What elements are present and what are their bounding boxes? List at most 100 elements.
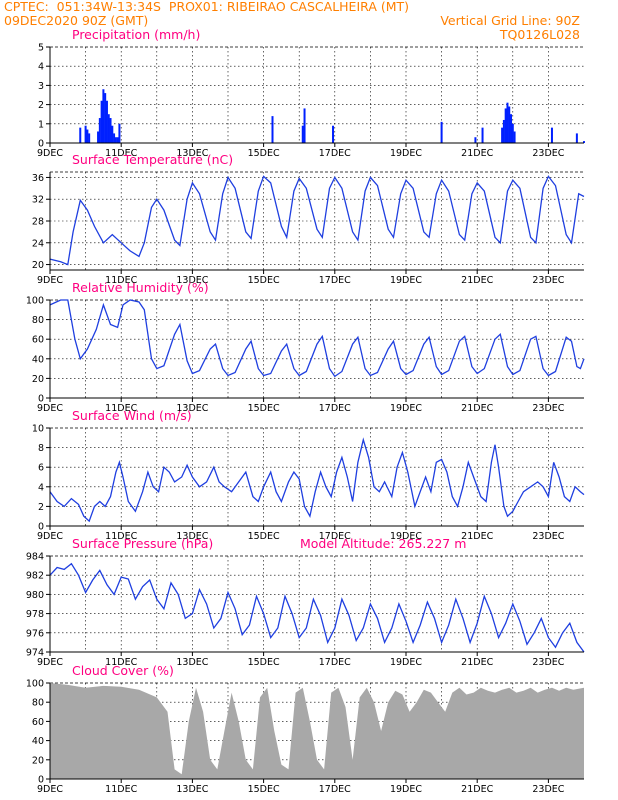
x-tick-label: 9DEC [37,403,63,414]
precip-bar [100,100,103,143]
x-tick-label: 13DEC [176,657,208,668]
precip-bar [97,131,100,143]
precip-bar [111,125,114,143]
precip-bar [118,123,121,143]
series-line [49,175,585,266]
series-line [49,437,585,523]
x-tick-label: 13DEC [176,148,208,159]
x-tick-label: 23DEC [532,784,564,795]
cloud-area [50,683,584,779]
precip-bar [511,123,514,143]
x-tick-label: 17DEC [319,275,351,286]
y-tick-label: 8 [38,443,44,454]
y-tick-label: 6 [38,463,44,474]
y-tick-label: 0 [38,139,44,150]
precip-bar [107,114,110,143]
y-tick-label: 32 [32,195,44,206]
x-tick-label: 21DEC [461,784,493,795]
y-tick-label: 982 [26,571,44,582]
panel-4: 974 976 978 980 982 984 9DEC 11DEC 13DEC 15DEC 17D… [26,536,585,668]
y-tick-label: 4 [38,482,44,493]
panel-1: 20 24 28 32 36 9DEC 11DEC 13DEC 15DEC 17DEC 19DEC 2… [32,152,585,286]
model-altitude-label: Model Altitude: 265.227 m [300,536,466,551]
y-tick-label: 3 [38,81,44,92]
x-tick-label: 23DEC [532,403,564,414]
precip-bar [440,121,443,143]
x-tick-label: 19DEC [390,403,422,414]
y-tick-label: 0 [38,394,44,405]
precip-bar [86,129,89,143]
y-tick-label: 4 [38,62,44,73]
model-id: TQ0126L028 [499,27,580,42]
x-tick-label: 19DEC [390,657,422,668]
x-tick-label: 11DEC [105,657,137,668]
x-tick-label: 17DEC [319,784,351,795]
precip-bar [88,133,91,143]
x-tick-label: 17DEC [319,657,351,668]
panel-title: Precipitation (mm/h) [72,27,200,42]
y-tick-label: 60 [32,335,44,346]
x-tick-label: 15DEC [248,784,280,795]
precip-bar [79,127,82,143]
precip-bar [98,118,101,143]
precip-bar [271,116,274,143]
precip-bar [575,133,578,143]
y-tick-label: 20 [32,260,44,271]
y-tick-label: 980 [26,590,44,601]
x-tick-label: 19DEC [390,148,422,159]
series-line [49,562,585,653]
precip-bar [301,125,304,143]
x-tick-label: 11DEC [105,275,137,286]
y-tick-label: 20 [32,755,44,766]
x-tick-label: 23DEC [532,148,564,159]
y-tick-label: 0 [38,522,44,533]
x-tick-label: 15DEC [248,148,280,159]
panel-5: 0 20 40 60 80 100 9DEC 11DEC 13DEC 15DEC 17DEC 19DE… [26,663,584,795]
x-tick-label: 11DEC [105,784,137,795]
x-tick-label: 17DEC [319,531,351,542]
y-tick-label: 28 [32,217,44,228]
precip-bar [550,127,553,143]
y-tick-label: 40 [32,736,44,747]
x-tick-label: 21DEC [461,531,493,542]
y-tick-label: 60 [32,717,44,728]
panel-title: Relative Humidity (%) [72,280,209,295]
precip-bar [481,127,484,143]
precip-bar [104,93,107,143]
y-tick-label: 2 [38,100,44,111]
y-tick-label: 1 [38,119,44,130]
x-tick-label: 17DEC [319,148,351,159]
y-tick-label: 974 [26,648,44,659]
x-tick-label: 17DEC [319,403,351,414]
y-tick-label: 976 [26,628,44,639]
precip-bar [502,119,505,143]
x-tick-label: 11DEC [105,403,137,414]
x-tick-label: 21DEC [461,403,493,414]
x-tick-label: 19DEC [390,275,422,286]
panel-title: Cloud Cover (%) [72,663,174,678]
x-tick-label: 23DEC [532,657,564,668]
x-tick-label: 15DEC [248,531,280,542]
panel-title: Surface Wind (m/s) [72,408,192,423]
vertical-grid-note: Vertical Grid Line: 90Z [440,13,580,28]
x-tick-label: 11DEC [105,148,137,159]
x-tick-label: 11DEC [105,531,137,542]
y-tick-label: 0 [38,775,44,786]
x-tick-label: 19DEC [390,531,422,542]
x-tick-label: 9DEC [37,531,63,542]
x-tick-label: 13DEC [176,275,208,286]
y-tick-label: 36 [32,173,44,184]
x-tick-label: 9DEC [37,657,63,668]
x-tick-label: 15DEC [248,275,280,286]
y-tick-label: 2 [38,502,44,513]
precip-bar [504,108,507,143]
panel-2: 0 20 40 60 80 100 9DEC 11DEC 13DEC 15DEC 17DEC 19DE… [26,280,585,414]
station-header: CPTEC: 051:34W-13:34S PROX01: RIBEIRAO C… [4,0,410,14]
precip-bar [474,137,477,143]
x-tick-label: 13DEC [176,531,208,542]
x-tick-label: 15DEC [248,403,280,414]
x-tick-label: 23DEC [532,275,564,286]
precip-bar [114,137,117,143]
precip-bar [506,102,509,143]
